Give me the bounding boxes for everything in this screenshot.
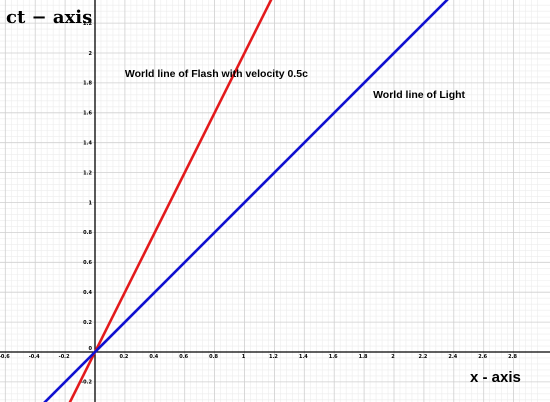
y-tick-label: 0.4 [83, 290, 92, 296]
x-tick-label: -0.4 [29, 354, 40, 360]
x-tick-label: 2.2 [418, 354, 427, 360]
y-tick-label: 1.6 [83, 111, 92, 117]
y-tick-label: 0.6 [83, 260, 92, 266]
x-tick-label: 0.4 [149, 354, 158, 360]
y-tick-label: 1.4 [83, 141, 92, 147]
y-tick-label: 1.2 [83, 170, 92, 176]
x-tick-label: 2 [391, 354, 395, 360]
y-tick-label: 1 [89, 200, 93, 206]
light-line-annotation: World line of Light [373, 89, 465, 101]
y-tick-label: 2 [89, 51, 93, 57]
y-axis-label: ct − axis [6, 7, 92, 28]
x-tick-label: -0.6 [0, 354, 10, 360]
x-tick-label: -0.2 [59, 354, 70, 360]
x-tick-label: 0.6 [179, 354, 188, 360]
origin-label: 0 [89, 346, 93, 352]
x-tick-label: 2.6 [478, 354, 487, 360]
x-tick-label: 0.2 [119, 354, 128, 360]
x-tick-label: 2.8 [508, 354, 517, 360]
x-tick-label: 1.4 [299, 354, 308, 360]
y-tick-label: -0.2 [81, 380, 92, 386]
x-tick-label: 1.2 [269, 354, 278, 360]
x-tick-label: 0.8 [209, 354, 218, 360]
y-tick-label: 0.8 [83, 230, 92, 236]
x-tick-label: 1.6 [329, 354, 338, 360]
annotations: World line of Flash with velocity 0.5c Wo… [125, 68, 466, 101]
flash-line-annotation: World line of Flash with velocity 0.5c [125, 68, 308, 80]
x-tick-label: 1 [242, 354, 246, 360]
x-axis-label: x - axis [470, 369, 521, 386]
x-tick-label: 1.8 [359, 354, 368, 360]
x-tick-label: 2.4 [448, 354, 457, 360]
y-tick-label: 0.2 [83, 320, 92, 326]
y-tick-label: 1.8 [83, 81, 92, 87]
